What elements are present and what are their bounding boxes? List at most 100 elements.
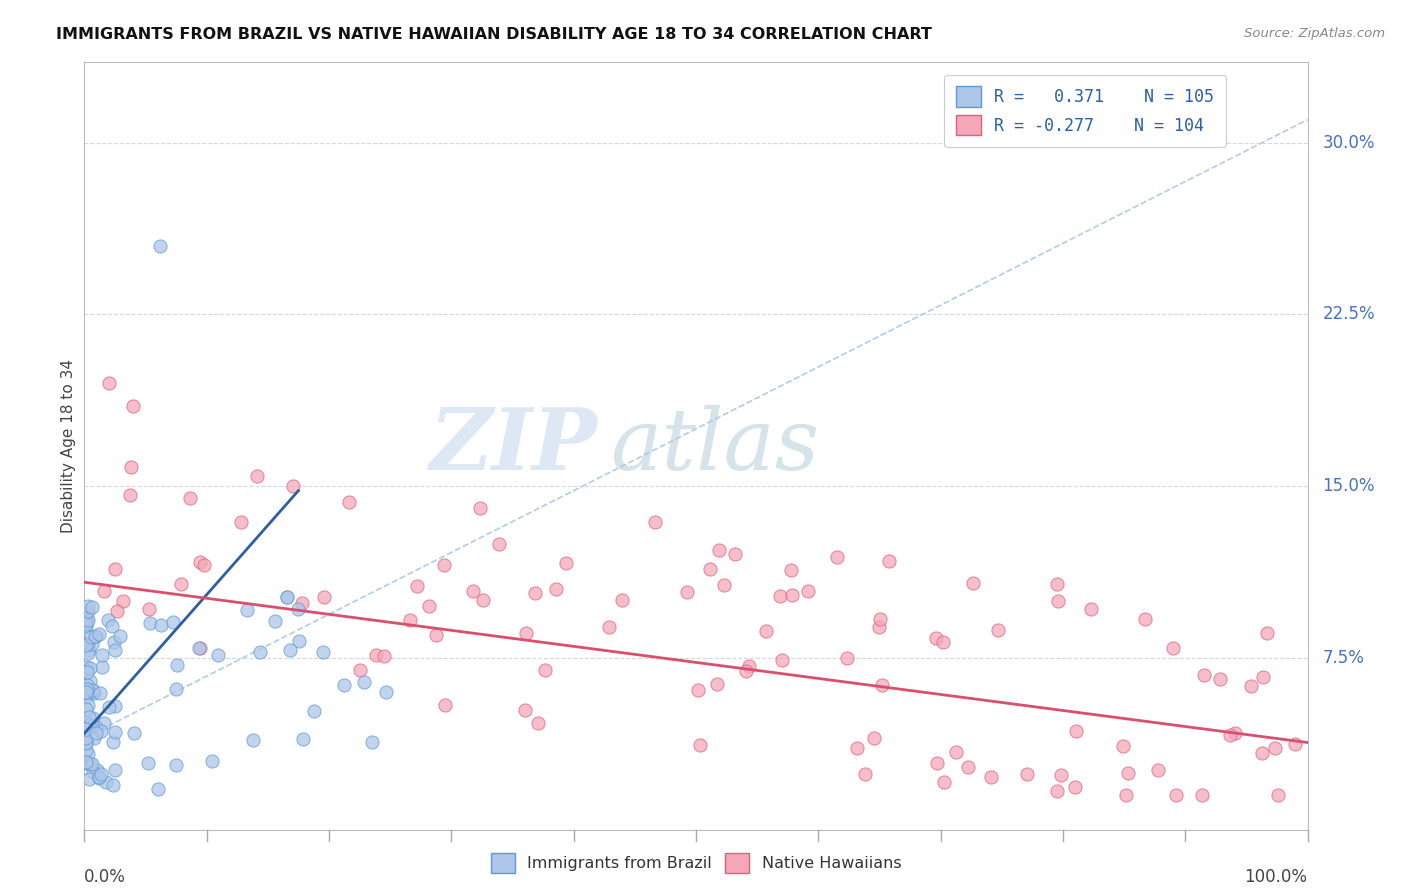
Point	[470, 501, 492, 516]
Point	[138, 615, 160, 630]
Point	[515, 626, 537, 640]
Point	[737, 659, 759, 673]
Point	[75, 755, 97, 769]
Point	[75, 681, 97, 695]
Text: 0.0%: 0.0%	[84, 868, 127, 886]
Point	[364, 648, 387, 662]
Point	[434, 698, 457, 712]
Point	[75, 742, 97, 756]
Point	[80, 719, 103, 733]
Point	[925, 631, 948, 645]
Point	[188, 555, 211, 569]
Point	[932, 775, 955, 789]
Point	[111, 594, 134, 608]
Point	[79, 673, 101, 688]
Point	[1219, 728, 1241, 742]
Text: 100.0%: 100.0%	[1244, 868, 1308, 886]
Point	[292, 732, 315, 747]
Point	[676, 584, 699, 599]
Point	[1264, 741, 1286, 756]
Point	[118, 488, 141, 502]
Point	[80, 600, 103, 615]
Point	[1209, 673, 1232, 687]
Point	[337, 495, 360, 509]
Point	[1251, 746, 1274, 760]
Point	[770, 653, 793, 667]
Point	[75, 618, 97, 632]
Point	[1046, 783, 1069, 797]
Point	[1256, 625, 1278, 640]
Point	[103, 635, 125, 649]
Point	[706, 676, 728, 690]
Point	[853, 766, 876, 780]
Point	[82, 711, 104, 725]
Point	[1161, 641, 1184, 656]
Point	[488, 537, 510, 551]
Point	[122, 726, 145, 740]
Point	[80, 718, 103, 732]
Point	[291, 596, 314, 610]
Point	[513, 703, 536, 717]
Point	[96, 775, 118, 789]
Point	[207, 648, 229, 663]
Point	[425, 628, 447, 642]
Point	[83, 731, 105, 745]
Point	[533, 663, 555, 677]
Point	[1116, 766, 1139, 780]
Point	[433, 558, 456, 572]
Point	[349, 663, 371, 677]
Point	[713, 578, 735, 592]
Point	[77, 604, 100, 618]
Legend: Immigrants from Brazil, Native Hawaiians: Immigrants from Brazil, Native Hawaiians	[484, 847, 908, 880]
Point	[101, 619, 124, 633]
Point	[75, 607, 97, 621]
Point	[1192, 668, 1215, 682]
Point	[962, 576, 984, 591]
Point	[724, 547, 747, 561]
Point	[980, 770, 1002, 784]
Point	[246, 469, 269, 483]
Text: 7.5%: 7.5%	[1322, 648, 1364, 667]
Point	[1050, 768, 1073, 782]
Point	[278, 642, 301, 657]
Point	[103, 778, 125, 792]
Point	[1064, 723, 1087, 738]
Point	[361, 735, 384, 749]
Point	[104, 698, 127, 713]
Point	[122, 399, 145, 413]
Point	[932, 635, 955, 649]
Point	[863, 731, 886, 745]
Point	[75, 684, 97, 698]
Point	[76, 635, 98, 649]
Point	[76, 698, 98, 713]
Point	[76, 660, 98, 674]
Point	[77, 747, 100, 762]
Point	[77, 710, 100, 724]
Point	[546, 582, 568, 596]
Point	[162, 615, 184, 630]
Point	[104, 763, 127, 777]
Point	[146, 781, 169, 796]
Point	[75, 717, 97, 731]
Point	[97, 376, 120, 390]
Point	[688, 682, 710, 697]
Point	[276, 591, 298, 605]
Point	[90, 767, 112, 781]
Point	[79, 661, 101, 675]
Point	[87, 770, 110, 784]
Point	[1251, 671, 1274, 685]
Point	[868, 620, 890, 634]
Point	[75, 617, 97, 632]
Point	[373, 649, 395, 664]
Point	[76, 678, 98, 692]
Point	[1047, 593, 1070, 607]
Point	[87, 627, 110, 641]
Point	[84, 629, 107, 643]
Point	[1164, 788, 1187, 802]
Point	[1284, 737, 1306, 751]
Point	[82, 683, 104, 698]
Point	[872, 678, 894, 692]
Text: Source: ZipAtlas.com: Source: ZipAtlas.com	[1244, 27, 1385, 40]
Point	[689, 738, 711, 752]
Point	[190, 641, 212, 656]
